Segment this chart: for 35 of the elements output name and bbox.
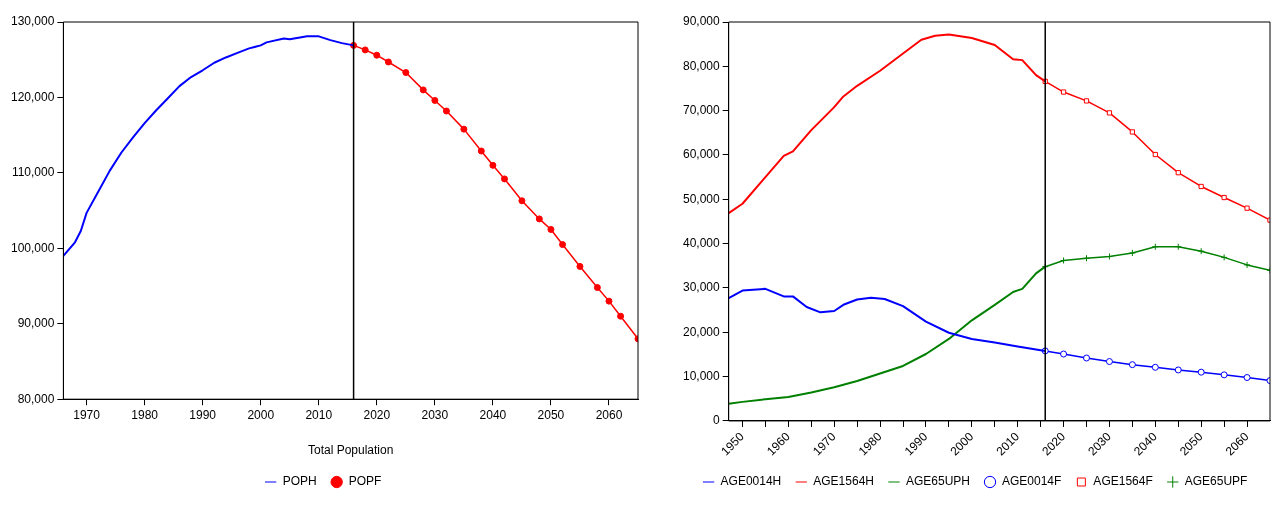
y-tick-label: 80,000 — [17, 391, 55, 406]
legend-label: AGE1564H — [813, 474, 874, 489]
y-tick-label: 40,000 — [683, 235, 721, 250]
x-tick-label: 2000 — [247, 407, 275, 422]
x-tick-label: 1990 — [189, 407, 217, 422]
y-tick-label: 30,000 — [683, 280, 721, 295]
legend-label: AGE0014F — [1002, 474, 1062, 489]
y-tick-label: 10,000 — [683, 368, 721, 383]
y-tick-label: 120,000 — [10, 89, 55, 104]
y-tick-label: 130,000 — [10, 14, 55, 29]
x-tick-label: 2020 — [363, 407, 391, 422]
x-tick-label: 2030 — [421, 407, 449, 422]
legend-label: POPH — [282, 474, 317, 489]
x-tick-label: 1970 — [73, 407, 101, 422]
x-tick-label: 2050 — [537, 407, 565, 422]
y-tick-label: 20,000 — [683, 324, 721, 339]
legend-label: AGE0014H — [720, 474, 782, 489]
y-tick-label: 60,000 — [683, 147, 721, 162]
y-tick-label: 90,000 — [683, 14, 721, 29]
legend-label: AGE65UPF — [1184, 474, 1248, 489]
x-tick-label: 2060 — [595, 407, 623, 422]
y-tick-label: 110,000 — [11, 165, 55, 180]
x-axis-title: Total Population — [307, 443, 394, 458]
legend-label: AGE1564F — [1093, 474, 1153, 489]
y-tick-label: 80,000 — [683, 58, 721, 73]
y-tick-label: 100,000 — [10, 240, 55, 255]
legend-label: POPF — [348, 474, 382, 489]
y-tick-label: 70,000 — [683, 102, 721, 117]
x-tick-label: 2010 — [305, 407, 333, 422]
y-tick-label: 90,000 — [17, 316, 55, 331]
legend-label: AGE65UPH — [905, 474, 971, 489]
y-tick-label: 50,000 — [683, 191, 721, 206]
x-tick-label: 2040 — [479, 407, 507, 422]
x-tick-label: 1980 — [131, 407, 159, 422]
y-tick-label: 0 — [713, 413, 721, 428]
